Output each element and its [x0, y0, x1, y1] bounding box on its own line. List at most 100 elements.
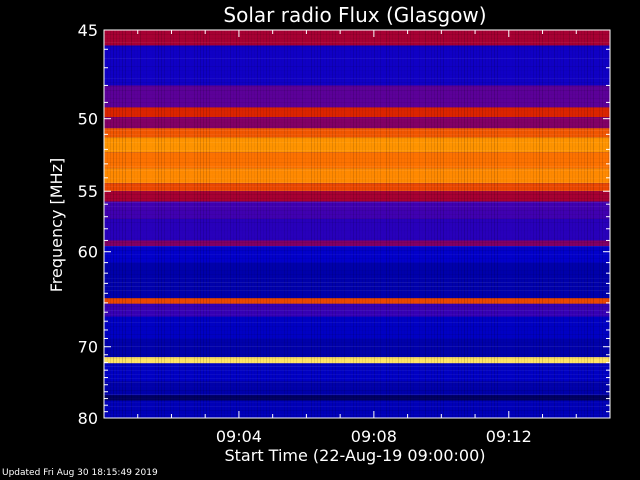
texture-line: [104, 294, 610, 295]
texture-line: [320, 30, 321, 418]
texture-line: [587, 30, 588, 418]
texture-line: [266, 30, 267, 418]
texture-line: [137, 30, 138, 418]
texture-line: [380, 30, 381, 418]
texture-line: [509, 30, 510, 418]
texture-line: [506, 30, 507, 418]
texture-line: [104, 394, 610, 395]
texture-line: [104, 270, 610, 271]
spectrum-band: [104, 357, 610, 364]
texture-line: [104, 34, 610, 35]
texture-line: [548, 30, 549, 418]
texture-line: [518, 30, 519, 418]
x-tick-label: 09:08: [351, 427, 397, 446]
texture-line: [104, 178, 610, 179]
texture-line: [221, 30, 222, 418]
texture-line: [104, 66, 610, 67]
texture-line: [269, 30, 270, 418]
texture-line: [530, 30, 531, 418]
texture-line: [104, 130, 610, 131]
texture-line: [245, 30, 246, 418]
texture-line: [104, 274, 610, 275]
spectrum-band: [104, 107, 610, 118]
texture-line: [104, 174, 610, 175]
texture-line: [359, 30, 360, 418]
spectrum-band: [104, 381, 610, 396]
texture-line: [293, 30, 294, 418]
texture-line: [104, 306, 610, 307]
axes: 45 50 55 60 70 80 09:04 09:08 09:12: [78, 21, 611, 446]
texture-line: [287, 30, 288, 418]
texture-line: [407, 30, 408, 418]
texture-line: [593, 30, 594, 418]
texture-line: [104, 102, 610, 103]
texture-line: [497, 30, 498, 418]
spectrum-band: [104, 30, 610, 46]
texture-line: [476, 30, 477, 418]
texture-line: [260, 30, 261, 418]
texture-line: [551, 30, 552, 418]
texture-line: [602, 30, 603, 418]
texture-line: [104, 406, 610, 407]
texture-line: [104, 78, 610, 79]
texture-line: [104, 70, 610, 71]
texture-line: [278, 30, 279, 418]
texture-line: [104, 254, 610, 255]
texture-line: [104, 238, 610, 239]
texture-line: [104, 182, 610, 183]
texture-line: [239, 30, 240, 418]
texture-line: [470, 30, 471, 418]
texture-line: [164, 30, 165, 418]
texture-line: [104, 38, 610, 39]
texture-line: [569, 30, 570, 418]
x-tick-label: 09:12: [486, 427, 532, 446]
texture-line: [176, 30, 177, 418]
texture-line: [452, 30, 453, 418]
plot-area: [104, 30, 610, 418]
texture-line: [299, 30, 300, 418]
texture-line: [104, 186, 610, 187]
texture-line: [605, 30, 606, 418]
texture-line: [422, 30, 423, 418]
texture-line: [395, 30, 396, 418]
texture-line: [104, 138, 610, 139]
texture-line: [296, 30, 297, 418]
texture-line: [566, 30, 567, 418]
texture-line: [230, 30, 231, 418]
texture-line: [104, 382, 610, 383]
texture-line: [104, 286, 610, 287]
texture-line: [284, 30, 285, 418]
texture-line: [104, 226, 610, 227]
texture-line: [440, 30, 441, 418]
texture-line: [512, 30, 513, 418]
spectrum-band: [104, 137, 610, 153]
texture-line: [482, 30, 483, 418]
texture-line: [461, 30, 462, 418]
texture-line: [290, 30, 291, 418]
texture-line: [104, 194, 610, 195]
updated-timestamp: Updated Fri Aug 30 18:15:49 2019: [2, 468, 158, 478]
texture-line: [596, 30, 597, 418]
texture-line: [533, 30, 534, 418]
spectrum-band: [104, 298, 610, 304]
texture-line: [128, 30, 129, 418]
texture-line: [308, 30, 309, 418]
texture-line: [104, 158, 610, 159]
y-tick-label: 80: [78, 409, 98, 428]
texture-line: [104, 122, 610, 123]
texture-line: [383, 30, 384, 418]
spectrum-band: [104, 152, 610, 169]
texture-line: [146, 30, 147, 418]
texture-line: [554, 30, 555, 418]
texture-line: [458, 30, 459, 418]
spectrum-band: [104, 219, 610, 241]
texture-line: [314, 30, 315, 418]
texture-line: [107, 30, 108, 418]
texture-line: [500, 30, 501, 418]
texture-line: [104, 338, 610, 339]
texture-line: [377, 30, 378, 418]
texture-line: [488, 30, 489, 418]
texture-line: [464, 30, 465, 418]
texture-line: [560, 30, 561, 418]
